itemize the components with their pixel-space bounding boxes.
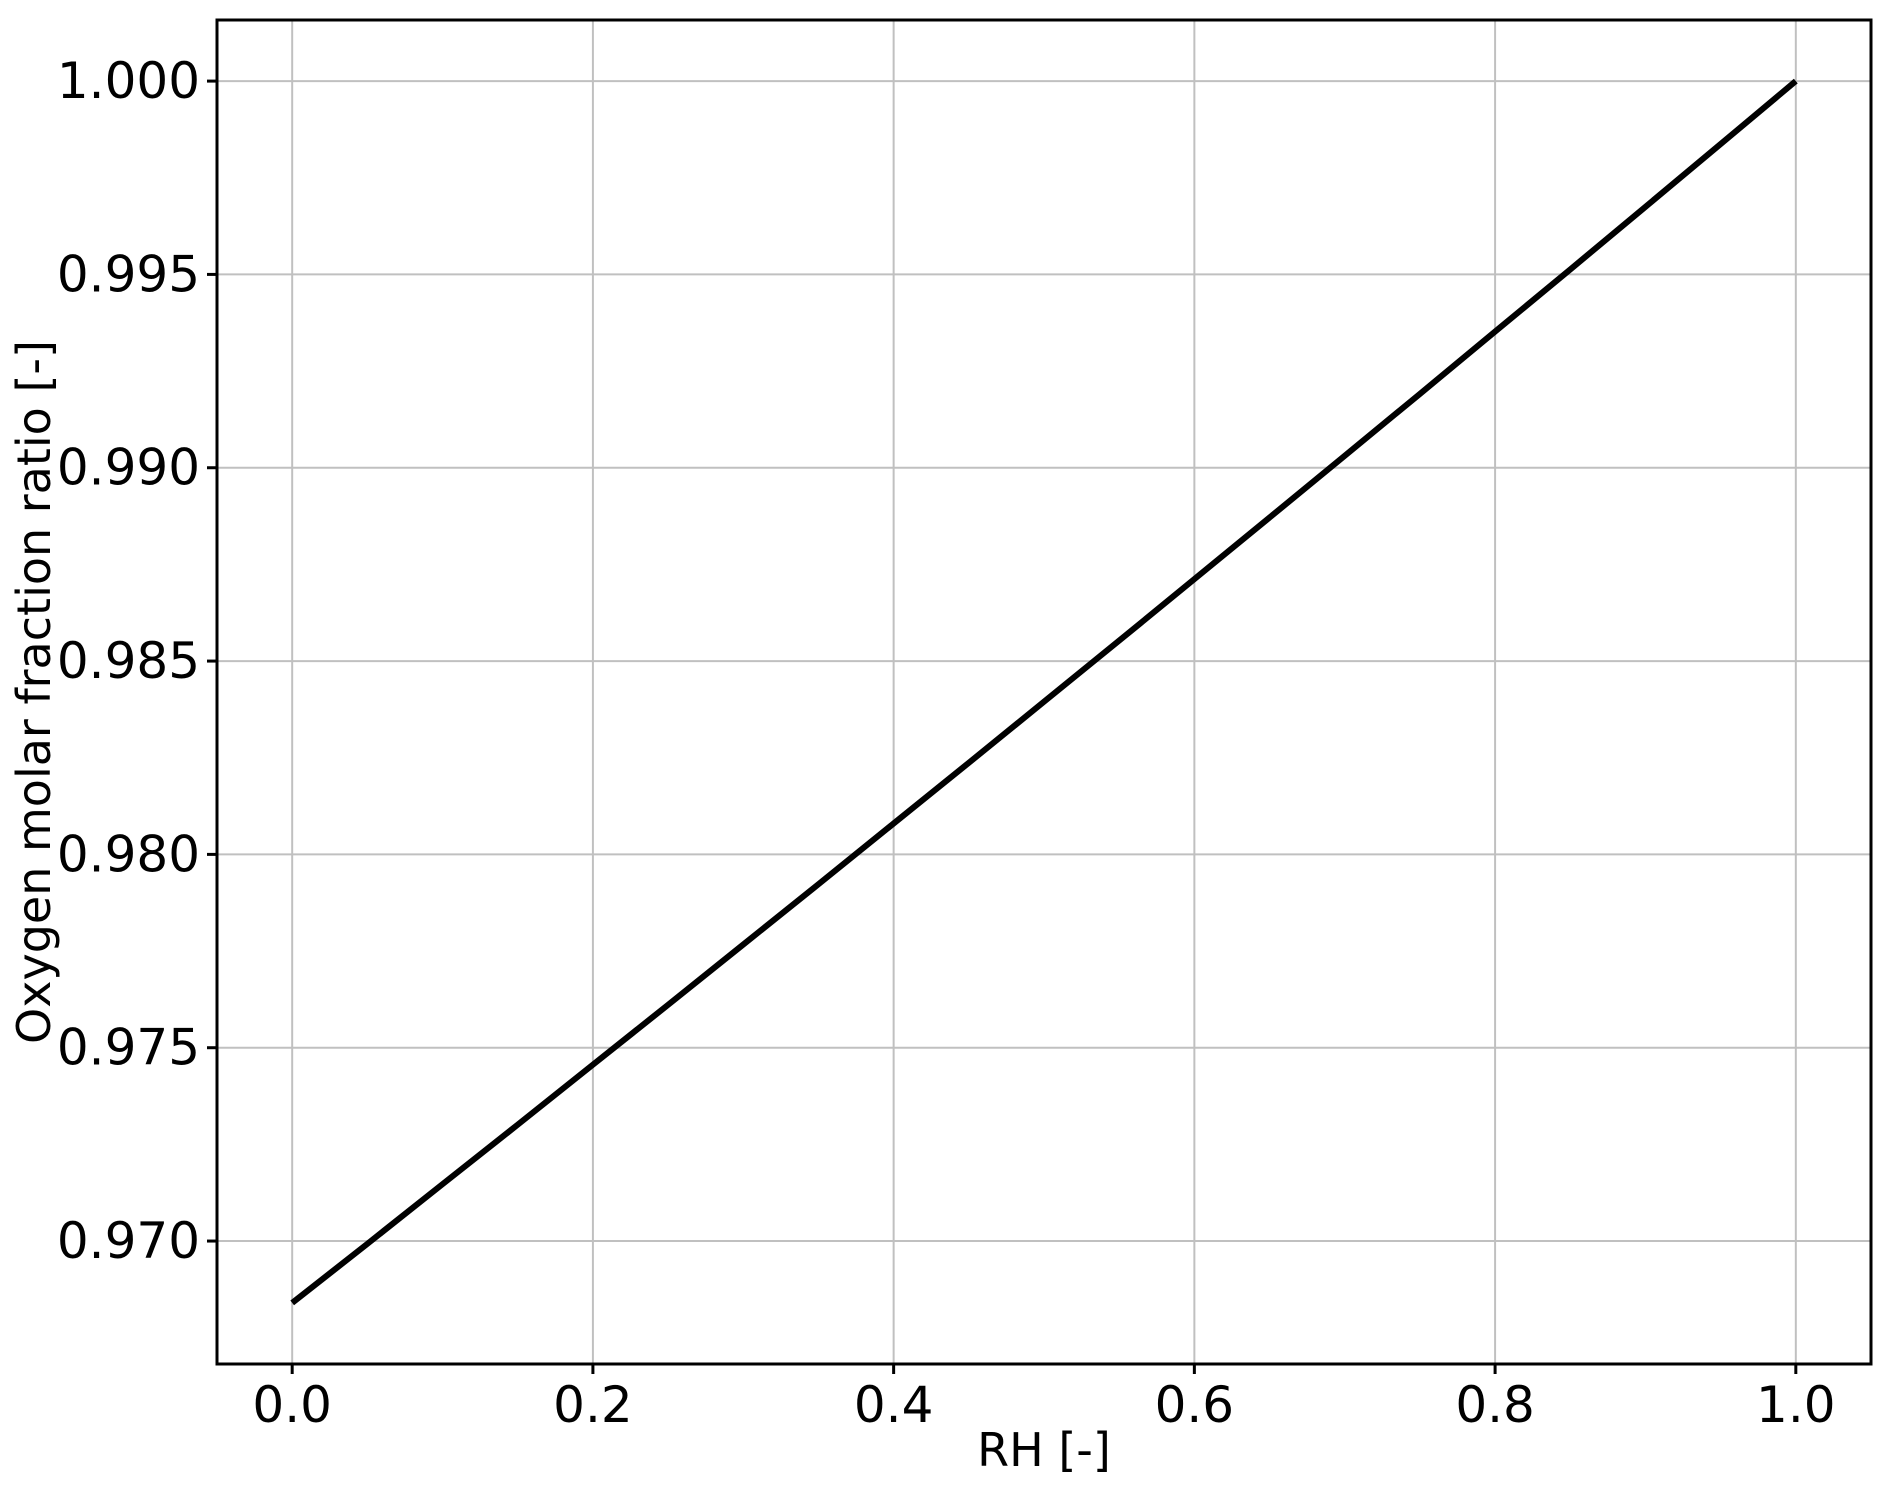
- axis-ticks: [207, 79, 1798, 1374]
- x-tick-label: 1.0: [1756, 1376, 1836, 1434]
- y-tick-label: 1.000: [57, 52, 200, 110]
- x-tick-label: 0.6: [1155, 1376, 1235, 1434]
- gridlines: [217, 20, 1871, 1364]
- x-tick-label: 0.4: [854, 1376, 934, 1434]
- x-axis-label: RH [-]: [977, 1423, 1111, 1477]
- y-tick-label: 0.990: [57, 439, 200, 497]
- x-tick-label: 0.0: [252, 1376, 332, 1434]
- data-series-layer: [290, 78, 1798, 1306]
- y-tick-label: 0.980: [57, 825, 200, 883]
- data-line-series: [290, 78, 1798, 1306]
- y-tick-label: 0.970: [57, 1212, 200, 1270]
- tick-labels: 0.0 0.2 0.4 0.6 0.8 1.0 0.970 0.975 0.980 0.985 0.…: [57, 52, 1836, 1434]
- plot-border: [215, 18, 1873, 1366]
- y-tick-label: 0.975: [57, 1019, 200, 1077]
- y-tick-label: 0.985: [57, 632, 200, 690]
- y-tick-label: 0.995: [57, 245, 200, 303]
- x-tick-label: 0.2: [553, 1376, 633, 1434]
- y-axis-label: Oxygen molar fraction ratio [-]: [7, 340, 61, 1044]
- x-tick-label: 0.8: [1455, 1376, 1535, 1434]
